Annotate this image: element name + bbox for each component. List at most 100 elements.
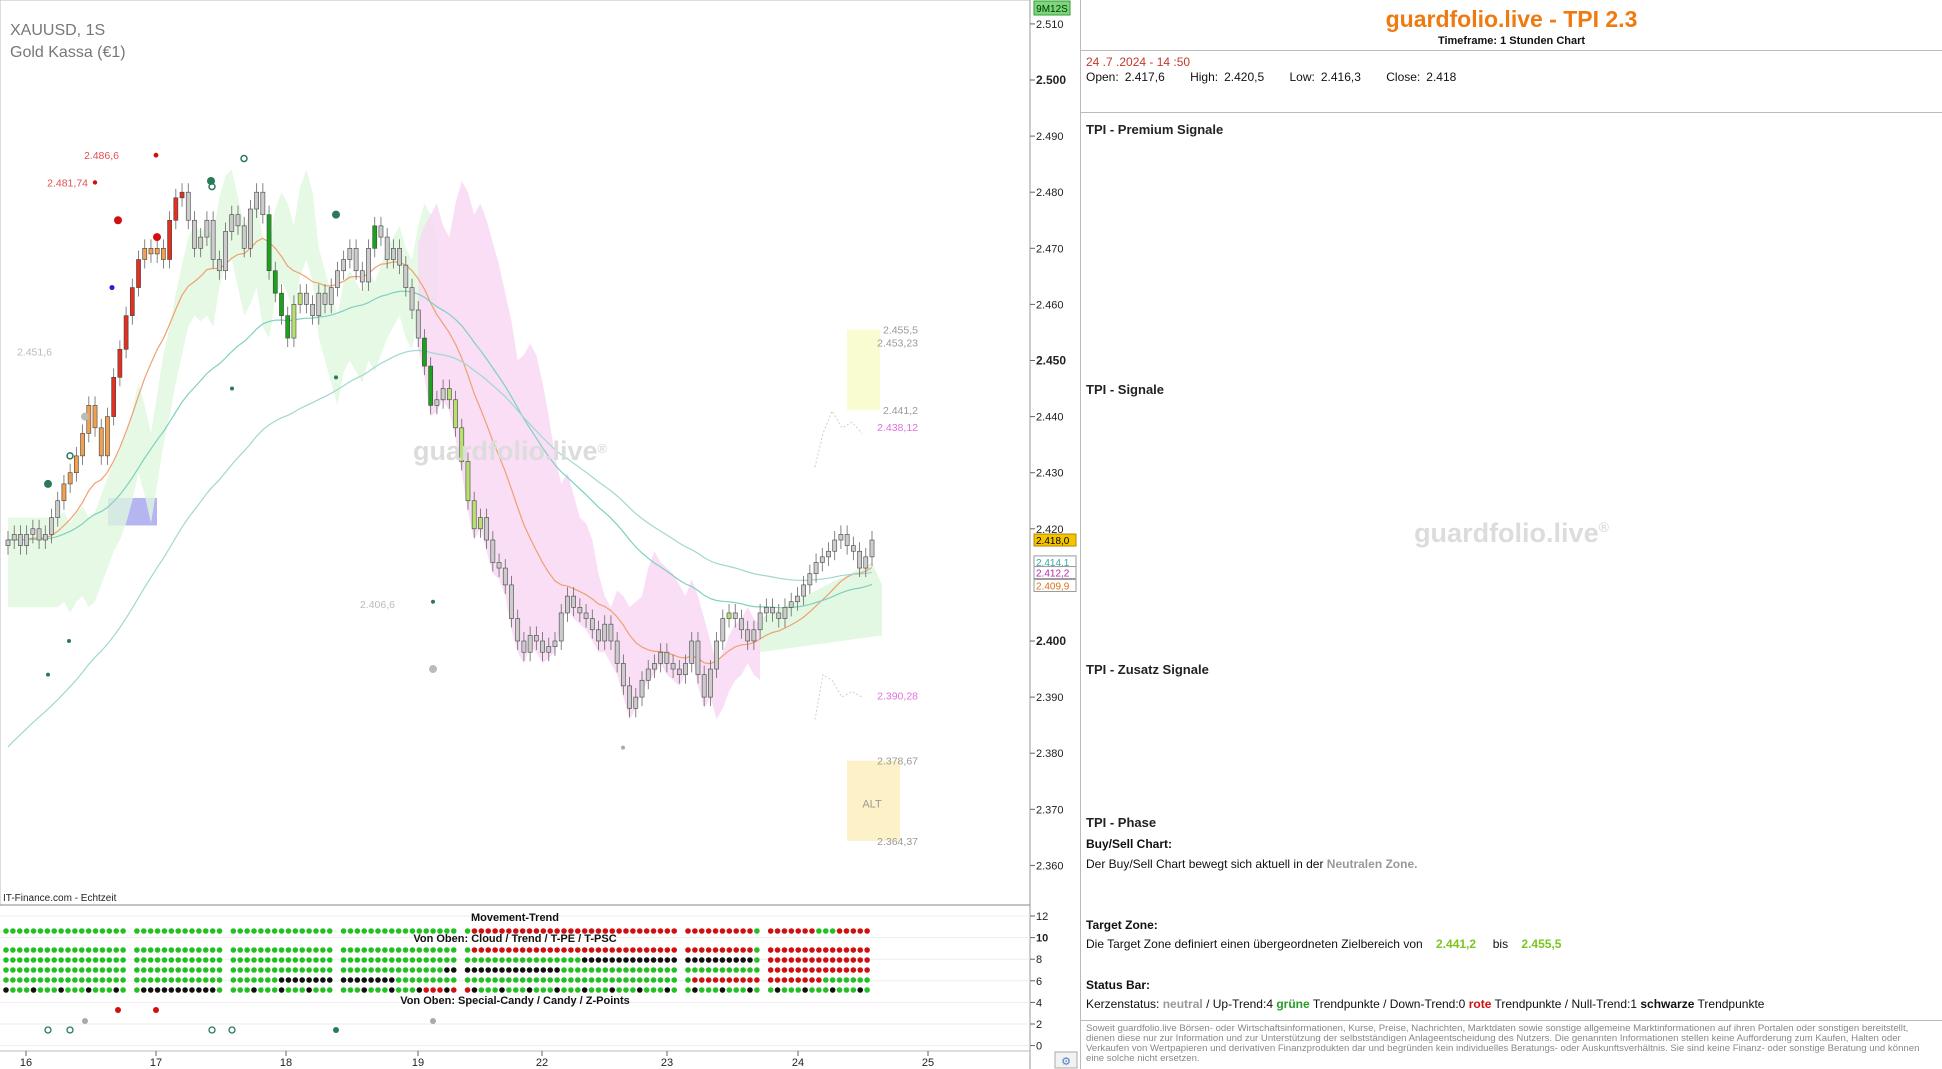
trend-dot <box>202 987 209 993</box>
trend-dot <box>464 957 471 963</box>
trend-dot <box>698 947 705 953</box>
trend-dot <box>416 947 423 953</box>
trend-dot <box>23 977 30 983</box>
trend-dot <box>540 957 547 963</box>
trend-dot <box>450 957 457 963</box>
trend-dot <box>271 928 278 934</box>
candle-body <box>192 219 197 249</box>
trend-dot <box>3 987 9 993</box>
trend-dot <box>733 977 740 983</box>
settings-icon[interactable] <box>1054 1051 1078 1069</box>
trend-dot <box>354 977 361 983</box>
trend-dot <box>836 928 843 934</box>
signal-ring <box>208 182 216 191</box>
trend-dot <box>864 987 870 993</box>
trend-dot <box>120 928 126 934</box>
trend-dot <box>726 957 733 963</box>
trend-dot <box>802 967 808 973</box>
trend-dot <box>409 987 416 993</box>
trend-dot <box>23 957 30 963</box>
trend-dot <box>3 957 9 963</box>
projection-path <box>814 673 863 720</box>
trend-dot <box>774 977 781 983</box>
candle-body <box>74 455 79 473</box>
trend-dot <box>450 987 457 993</box>
trend-dot <box>264 967 271 973</box>
trend-dot <box>99 977 106 983</box>
trend-dot <box>168 928 175 934</box>
candle-body <box>359 270 365 283</box>
trend-dot <box>781 967 788 973</box>
trend-dot <box>202 928 209 934</box>
trend-dot <box>747 987 753 993</box>
trend-dot <box>106 957 113 963</box>
candle-body <box>782 607 788 619</box>
trend-dot <box>450 947 457 953</box>
trend-dot <box>292 987 299 993</box>
trend-dot <box>347 987 354 993</box>
trend-dot <box>747 947 753 953</box>
trend-dot <box>216 977 223 983</box>
trend-dot <box>843 987 850 993</box>
candle-body <box>745 629 751 642</box>
trend-dot <box>630 928 636 934</box>
trend-dot <box>588 977 595 983</box>
trend-dot <box>65 947 71 953</box>
candle-body <box>117 348 123 378</box>
trend-dot <box>719 967 726 973</box>
trend-dot <box>595 987 602 993</box>
trend-dot <box>822 928 829 934</box>
x-tick-label: 16 <box>20 1057 32 1069</box>
trend-dot <box>347 947 354 953</box>
trend-dot <box>657 928 664 934</box>
y-tick-label: 2.370 <box>1036 804 1064 816</box>
trend-dot <box>92 967 99 973</box>
trend-dot <box>313 987 319 993</box>
trend-dot <box>471 947 478 953</box>
trend-dot <box>182 947 188 953</box>
trend-dot <box>526 957 533 963</box>
trend-dot <box>78 977 85 983</box>
trend-dot <box>623 967 629 973</box>
trend-dot <box>72 987 78 993</box>
trend-dot <box>299 967 306 973</box>
trend-dot <box>595 977 602 983</box>
trend-dot <box>519 928 526 934</box>
trend-dot <box>51 987 58 993</box>
trend-dot <box>581 977 588 983</box>
trend-dot <box>423 947 430 953</box>
trend-dot <box>44 928 51 934</box>
trend-dot <box>382 928 388 934</box>
trend-dot <box>540 928 547 934</box>
trend-dot <box>836 967 843 973</box>
trend-dot <box>836 947 843 953</box>
price-annotation: 2.455,5 <box>883 325 918 337</box>
trend-dot <box>595 957 602 963</box>
trend-dot <box>382 947 388 953</box>
trend-dot <box>705 977 712 983</box>
section-line-zusatz <box>1081 679 1942 681</box>
y-tick-label: 2.380 <box>1036 748 1064 760</box>
trend-dot <box>51 977 58 983</box>
candle-body <box>664 651 670 664</box>
trend-dot <box>595 967 602 973</box>
buysell-text: Der Buy/Sell Chart bewegt sich aktuell i… <box>1086 857 1418 871</box>
trend-dot <box>209 987 216 993</box>
trend-dot <box>712 957 719 963</box>
trend-dot <box>354 957 361 963</box>
trend-dot <box>512 977 519 983</box>
indicator-tick-label: 10 <box>1036 933 1048 945</box>
trend-dot <box>733 957 740 963</box>
trend-dot <box>209 967 216 973</box>
trend-dot <box>306 957 312 963</box>
trend-dot <box>795 947 802 953</box>
trend-dot <box>30 957 37 963</box>
candle-body <box>378 225 384 238</box>
candy-dot <box>430 1018 436 1024</box>
countdown-badge <box>1033 0 1071 16</box>
trend-dot <box>189 987 195 993</box>
candle-body <box>527 635 533 653</box>
trend-dot <box>23 987 30 993</box>
price-chart[interactable]: ALT 2.486,6 2.481,74 2.451,6 2.406,6 2.455,5… <box>0 0 1080 1069</box>
candle-body <box>589 618 595 631</box>
